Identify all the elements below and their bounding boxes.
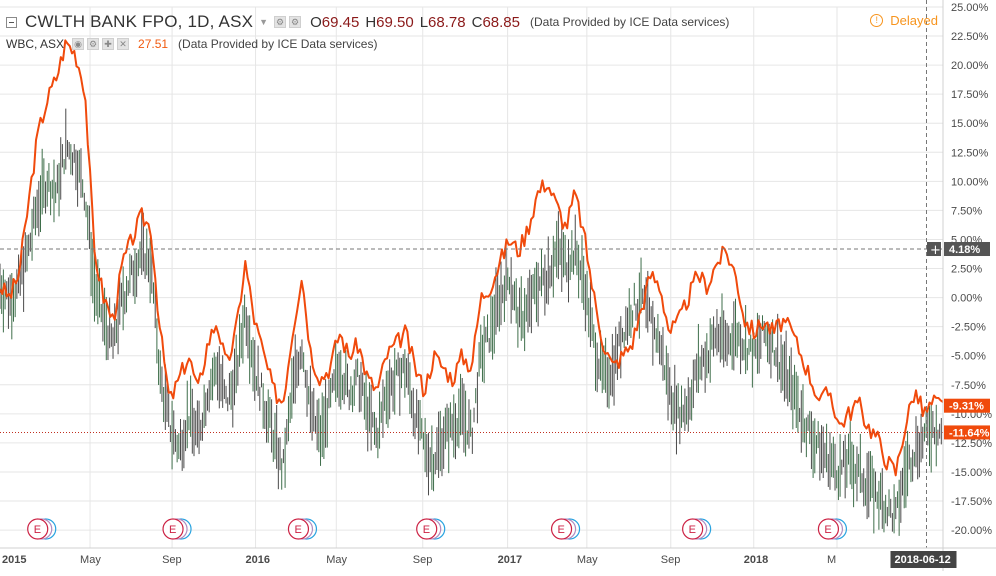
- ohlc-close-value: 68.85: [482, 13, 520, 31]
- y-tick-label: 12.50%: [951, 147, 989, 159]
- price-axis[interactable]: 25.00% 22.50% 20.00% 17.50% 15.00% 12.50% 10.0…: [927, 0, 992, 571]
- time-axis[interactable]: 2015 May Sep 2016 May Sep 2017 May Sep 2018 M 2018-…: [0, 547, 996, 568]
- date-badge-text: 2018-06-12: [894, 554, 950, 566]
- x-tick-label: Sep: [661, 554, 681, 566]
- x-tick-label: May: [80, 554, 101, 566]
- earnings-event-icon[interactable]: E: [416, 518, 446, 540]
- x-tick-label: 2016: [246, 554, 270, 566]
- ohlc-high-value: 69.50: [376, 13, 414, 31]
- earnings-event-icon[interactable]: E: [162, 518, 192, 540]
- overlay-layer: [0, 0, 943, 548]
- event-ring-main: [287, 518, 310, 540]
- y-tick-label: 7.50%: [951, 205, 982, 217]
- event-label: E: [558, 524, 565, 536]
- ohlc-open-label: O: [310, 13, 322, 31]
- event-label: E: [423, 524, 430, 536]
- date-badge: 2018-06-12: [890, 551, 957, 568]
- earnings-event-icon[interactable]: E: [817, 518, 848, 540]
- cba-last-badge-text: -9.31%: [949, 401, 984, 413]
- ohlc-low-value: 68.78: [428, 13, 466, 31]
- x-tick-label: 2018: [744, 554, 768, 566]
- main-symbol-title[interactable]: CWLTH BANK FPO, 1D, ASX: [25, 12, 254, 31]
- event-ring-main: [550, 518, 573, 540]
- main-legend: CWLTH BANK FPO, 1D, ASX ▼ ⚙ ⚙ O 69.45 H 69…: [6, 10, 729, 34]
- event-ring-main: [416, 518, 438, 540]
- ohlc-high-label: H: [365, 13, 377, 31]
- y-tick-label: 17.50%: [951, 89, 989, 101]
- y-tick-label: -12.50%: [951, 438, 992, 450]
- y-tick-label: -15.00%: [951, 467, 992, 479]
- event-ring-main: [817, 518, 840, 540]
- crosshair-badge-text: 4.18%: [949, 244, 980, 256]
- delayed-indicator[interactable]: ! Delayed: [870, 13, 938, 28]
- compare-provider-note: (Data Provided by ICE Data services): [178, 37, 378, 51]
- add-icon[interactable]: ✚: [102, 38, 115, 50]
- compare-legend: WBC, ASX ◉ ⚙ ✚ ✕ 27.51 (Data Provided by…: [6, 35, 377, 53]
- wbc-last-badge-bg: [944, 425, 990, 440]
- earnings-event-icon[interactable]: E: [287, 518, 318, 540]
- event-ring-main: [27, 518, 49, 540]
- eye-icon[interactable]: ◉: [72, 38, 85, 50]
- delayed-label: Delayed: [890, 13, 938, 28]
- y-tick-label: -5.00%: [951, 351, 986, 363]
- add-icon: [927, 242, 941, 257]
- x-tick-label: May: [326, 554, 347, 566]
- y-tick-label: 22.50%: [951, 31, 989, 43]
- gear-icon[interactable]: ⚙: [289, 16, 302, 28]
- ohlc-close-label: C: [471, 13, 483, 31]
- event-ring-main: [162, 518, 184, 540]
- x-tick-label: 2015: [2, 554, 26, 566]
- settings-icon[interactable]: ⚙: [87, 38, 100, 50]
- event-label: E: [689, 524, 696, 536]
- crosshair-badge-bg: [944, 242, 990, 257]
- cba-last-badge-bg: [944, 398, 990, 413]
- y-tick-label: -17.50%: [951, 496, 992, 508]
- date-badge-bg: [890, 551, 957, 568]
- x-tick-label: Sep: [162, 554, 182, 566]
- chevron-down-icon[interactable]: ▼: [259, 17, 269, 27]
- x-tick-label: M: [827, 554, 836, 566]
- x-tick-label: 2017: [498, 554, 522, 566]
- y-tick-label: -7.50%: [951, 380, 986, 392]
- event-ring-main: [682, 518, 704, 540]
- y-tick-label: 25.00%: [951, 2, 989, 14]
- alert-icon: !: [870, 14, 884, 27]
- close-icon[interactable]: ✕: [117, 38, 130, 50]
- wbc-last-badge-text: -11.64%: [949, 427, 990, 439]
- compare-value: 27.51: [138, 37, 169, 51]
- event-label: E: [169, 524, 176, 536]
- x-tick-label: Sep: [413, 554, 433, 566]
- y-tick-label: 20.00%: [951, 60, 989, 72]
- y-tick-label: -20.00%: [951, 525, 992, 537]
- compare-symbol-title[interactable]: WBC, ASX: [6, 37, 65, 51]
- wbc-last-badge: -11.64%: [944, 425, 990, 440]
- plus-glyph: +: [930, 243, 941, 258]
- earnings-event-icon[interactable]: E: [682, 518, 712, 540]
- grid-layer: [0, 6, 943, 548]
- y-tick-label: 0.00%: [951, 293, 982, 305]
- cba-line-path: [0, 39, 944, 477]
- settings-icon[interactable]: ⚙: [274, 16, 287, 28]
- y-tick-label: 10.00%: [951, 176, 989, 188]
- crosshair-badge: 4.18% +: [927, 242, 990, 258]
- y-tick-label: 2.50%: [951, 264, 982, 276]
- event-label: E: [294, 524, 301, 536]
- y-tick-label: -2.50%: [951, 322, 986, 334]
- data-provider-note: (Data Provided by ICE Data services): [529, 15, 730, 29]
- y-tick-label: 15.00%: [951, 118, 989, 130]
- ohlc-open-value: 69.45: [321, 13, 360, 31]
- event-label: E: [824, 524, 831, 536]
- cba-last-badge: -9.31%: [944, 398, 990, 413]
- ohlc-low-label: L: [419, 13, 429, 31]
- x-tick-label: May: [577, 554, 598, 566]
- event-label: E: [34, 524, 41, 536]
- earnings-event-icon[interactable]: E: [550, 518, 581, 540]
- cba-line: [0, 39, 944, 477]
- collapse-legend-icon[interactable]: [6, 16, 17, 28]
- earnings-event-icon[interactable]: E: [27, 518, 57, 540]
